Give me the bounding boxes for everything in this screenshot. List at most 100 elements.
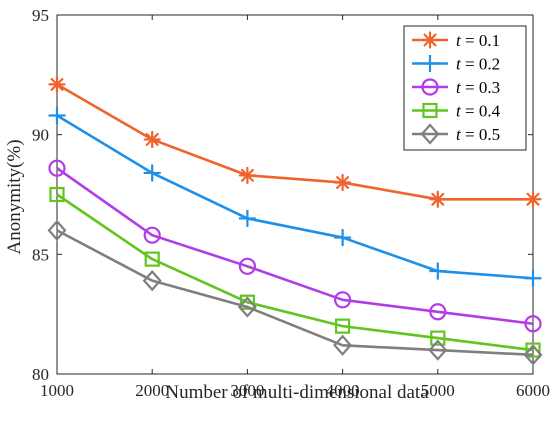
data-point	[429, 190, 447, 208]
legend-value: = 0.5	[461, 125, 500, 144]
data-point	[238, 209, 256, 227]
x-tick-label: 3000	[230, 381, 264, 400]
legend-var: t	[456, 78, 462, 97]
y-tick-label: 80	[32, 365, 49, 384]
legend-value: = 0.2	[461, 55, 500, 74]
marker-shape	[524, 315, 542, 333]
data-point	[238, 257, 256, 275]
marker-shape	[428, 339, 448, 361]
legend-entry: t = 0.4	[412, 102, 501, 121]
legend-marker	[420, 123, 440, 145]
legend-label: t = 0.1	[456, 31, 500, 50]
legend-value: = 0.4	[461, 102, 501, 121]
data-point	[334, 291, 352, 309]
x-tick-label: 5000	[421, 381, 455, 400]
legend-marker	[421, 78, 439, 96]
x-axis: 1000 2000 3000 4000 5000 6000	[40, 15, 550, 400]
marker-shape	[334, 291, 352, 309]
legend-var: t	[456, 125, 462, 144]
legend-var: t	[456, 55, 462, 74]
marker-stroke	[423, 33, 437, 47]
legend-marker	[421, 55, 439, 72]
legend-value: = 0.3	[461, 78, 500, 97]
data-point	[524, 190, 542, 208]
marker-shape	[430, 330, 446, 346]
marker-shape	[49, 186, 65, 203]
legend-var: t	[456, 102, 462, 121]
data-point	[334, 173, 352, 192]
data-point	[523, 344, 543, 366]
marker-shape	[422, 102, 438, 119]
legend-marker	[422, 102, 438, 119]
marker-shape	[429, 303, 447, 321]
marker-shape	[237, 296, 257, 318]
data-point	[524, 315, 542, 333]
marker-shape	[421, 78, 439, 96]
y-axis: 80 85 90 95	[32, 6, 533, 384]
data-point	[239, 294, 255, 310]
marker-stroke	[240, 168, 254, 182]
data-point	[143, 164, 161, 182]
data-point	[143, 226, 161, 244]
x-tick-label: 1000	[40, 381, 74, 400]
marker-shape	[525, 342, 541, 358]
data-point	[525, 342, 541, 358]
data-point	[144, 251, 160, 267]
marker-stroke	[431, 192, 445, 206]
series-4	[47, 219, 543, 366]
data-point	[430, 330, 446, 346]
series-line	[56, 167, 534, 326]
marker-shape	[420, 123, 440, 145]
legend-entry: t = 0.3	[412, 78, 500, 97]
y-tick-label: 90	[32, 126, 49, 145]
legend-entry: t = 0.2	[412, 55, 500, 74]
marker-shape	[48, 159, 66, 177]
x-tick-label: 4000	[326, 381, 360, 400]
legend-entry: t = 0.1	[412, 31, 500, 50]
data-point	[48, 159, 66, 177]
marker-shape	[238, 257, 256, 275]
y-tick-label: 95	[32, 6, 49, 25]
legend-entry: t = 0.5	[412, 123, 500, 145]
data-point	[142, 270, 162, 292]
marker-stroke	[50, 77, 64, 91]
x-tick-label: 6000	[516, 381, 550, 400]
marker-shape	[143, 226, 161, 244]
series-1	[48, 107, 542, 287]
legend-label: t = 0.4	[456, 102, 501, 121]
series-line	[56, 83, 533, 201]
marker-shape	[333, 334, 353, 356]
marker-stroke	[336, 176, 350, 190]
legend-marker	[421, 31, 439, 49]
legend-value: = 0.1	[461, 31, 500, 50]
data-point	[143, 130, 161, 149]
legend-label: t = 0.5	[456, 125, 500, 144]
legend-var: t	[456, 31, 462, 50]
data-point	[47, 219, 67, 242]
data-point	[524, 269, 542, 287]
marker-stroke	[145, 132, 159, 146]
series-2	[48, 159, 542, 333]
x-tick-label: 2000	[135, 381, 169, 400]
marker-stroke	[526, 192, 540, 206]
data-point	[48, 75, 66, 94]
marker-shape	[142, 270, 162, 292]
data-point	[333, 334, 353, 356]
legend-label: t = 0.3	[456, 78, 500, 97]
series-3	[49, 186, 541, 358]
data-point	[335, 318, 351, 334]
legend: t = 0.1t = 0.2t = 0.3t = 0.4t = 0.5	[403, 25, 527, 151]
y-axis-title: Anonymity(%)	[4, 139, 25, 254]
data-point	[334, 229, 352, 247]
marker-shape	[335, 318, 351, 334]
y-tick-label: 85	[32, 245, 49, 264]
data-point	[237, 296, 257, 318]
data-point	[48, 107, 66, 125]
series-0	[48, 75, 542, 208]
marker-shape	[47, 219, 67, 242]
data-point	[238, 166, 256, 184]
marker-shape	[523, 344, 543, 366]
data-point	[429, 303, 447, 321]
series-line	[56, 229, 534, 357]
